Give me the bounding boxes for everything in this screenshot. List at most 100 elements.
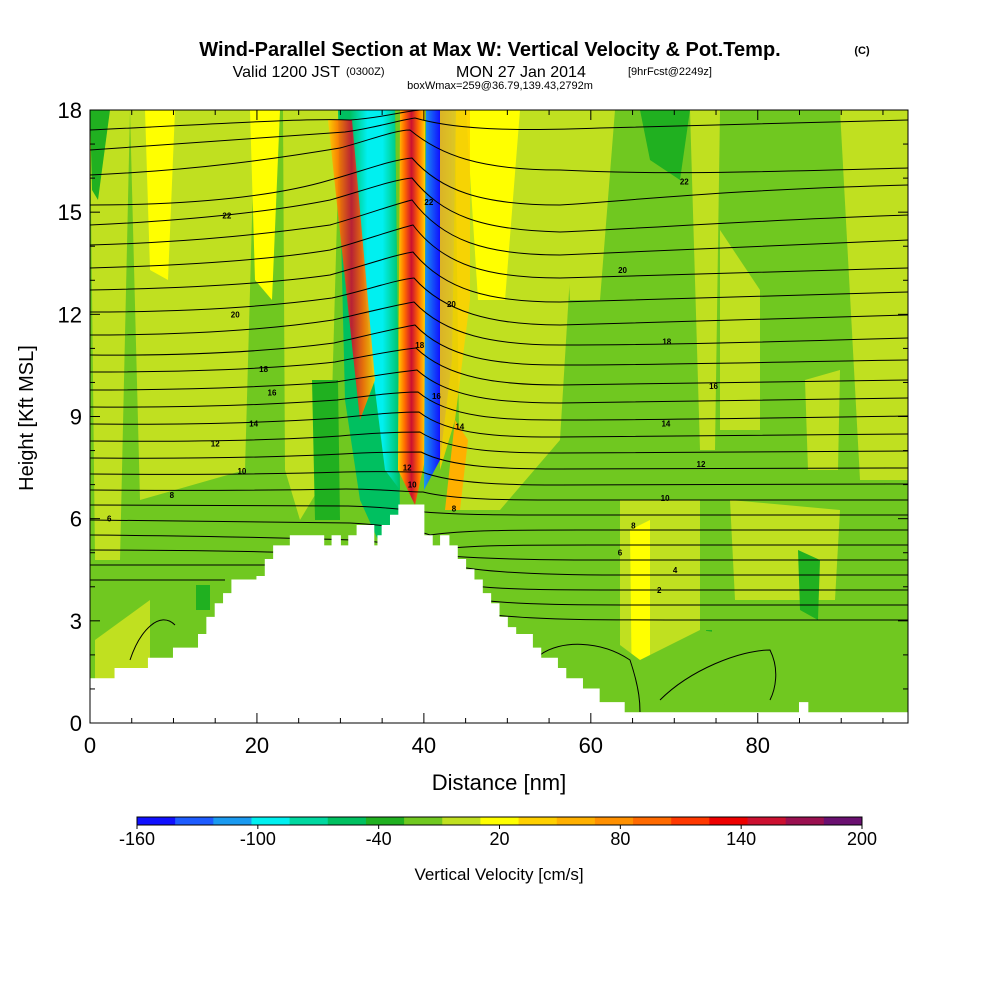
isentrope-line <box>494 614 908 621</box>
colorbar-tick-label: 80 <box>610 829 630 849</box>
copyright-mark: (C) <box>854 45 870 57</box>
colorbar-swatch <box>556 817 596 825</box>
contour-label: 10 <box>661 494 670 503</box>
colorbar-swatch <box>213 817 252 825</box>
contour-label: 16 <box>709 382 718 391</box>
colorbar-swatch <box>251 817 291 825</box>
contour-label: 2 <box>657 586 662 595</box>
field-band <box>640 630 775 712</box>
field-band <box>145 110 175 280</box>
isentrope-line <box>90 110 421 131</box>
colorbar-tick-label: -40 <box>366 829 392 849</box>
colorbar-swatch <box>594 817 634 825</box>
colorbar-swatch <box>518 817 558 825</box>
field-band <box>640 110 690 180</box>
isentrope-line <box>539 643 641 713</box>
isentrope-line <box>90 391 908 421</box>
axis-ticks <box>89 109 908 724</box>
chart-title: Wind-Parallel Section at Max W: Vertical… <box>199 39 780 61</box>
contour-label: 10 <box>408 481 417 490</box>
isentrope-line <box>129 619 176 661</box>
x-tick-label: 0 <box>84 733 96 758</box>
isentrope-line <box>90 301 908 346</box>
isentrope-line <box>90 177 908 233</box>
colorbar-swatch <box>709 817 749 825</box>
forecast-label: [9hrFcst@2249z] <box>628 66 712 78</box>
field-band <box>466 110 520 300</box>
contour-label: 8 <box>170 491 175 500</box>
contour-label: 18 <box>415 341 424 350</box>
isentrope-line <box>90 157 908 206</box>
colorbar-swatch <box>785 817 825 825</box>
contour-label: 4 <box>673 566 678 575</box>
contour-label: 22 <box>424 198 433 207</box>
colorbar-swatch <box>175 817 214 825</box>
updraft-band <box>440 110 470 470</box>
colorbar-tick-label: -160 <box>119 829 155 849</box>
valid-date-label: MON 27 Jan 2014 <box>456 64 586 81</box>
colorbar-swatch <box>671 817 710 825</box>
field-band <box>870 110 908 300</box>
y-tick-label: 0 <box>70 711 82 736</box>
contour-labels: 6 8 10 12 14 16 18 20 22 22 20 18 16 14 12 10 8 22 20 18 16 1… <box>107 178 719 596</box>
contour-label: 6 <box>107 515 112 524</box>
y-axis-label: Height [Kft MSL] <box>16 345 38 491</box>
isentrope-line <box>659 649 777 701</box>
contour-label: 12 <box>403 464 412 473</box>
contour-label: 20 <box>618 266 627 275</box>
contour-label: 8 <box>452 504 457 513</box>
field-band <box>630 520 650 700</box>
contour-label: 22 <box>680 178 689 187</box>
contour-label: 6 <box>618 549 623 558</box>
valid-time-label: Valid 1200 JST <box>233 64 341 81</box>
colorbar-tick-label: 200 <box>847 829 877 849</box>
x-axis-label: Distance [nm] <box>432 770 567 795</box>
field-band <box>798 550 820 620</box>
box-info-label: boxWmax=259@36.79,139.43,2792m <box>407 80 593 92</box>
isentrope-line <box>90 369 908 404</box>
colorbar-tick-label: 140 <box>726 829 756 849</box>
downdraft-core <box>350 110 400 490</box>
field-band <box>196 585 210 610</box>
contour-label: 12 <box>211 440 220 449</box>
isentrope-line <box>90 471 908 486</box>
colorbar-swatch <box>633 817 672 825</box>
contour-label: 16 <box>268 389 277 398</box>
x-tick-label: 80 <box>746 733 770 758</box>
contour-label: 14 <box>249 419 258 428</box>
terrain-mask <box>89 504 909 724</box>
field-band <box>560 110 615 300</box>
contour-label: 14 <box>661 419 670 428</box>
y-tick-label: 12 <box>58 302 82 327</box>
contour-label: 10 <box>237 467 246 476</box>
updraft-band <box>328 120 375 420</box>
field-band <box>312 380 340 520</box>
colorbar <box>136 816 863 829</box>
y-tick-label: 3 <box>70 609 82 634</box>
y-tick-label: 9 <box>70 405 82 430</box>
colorbar-swatch <box>480 817 520 825</box>
y-tick-label: 6 <box>70 507 82 532</box>
field-band <box>805 370 840 470</box>
isentrope-line <box>90 564 908 576</box>
contour-label: 8 <box>631 521 636 530</box>
colorbar-tick-labels: -160 -100 -40 20 80 140 200 <box>119 829 877 849</box>
isentrope-line <box>90 251 908 303</box>
contour-label: 18 <box>259 365 268 374</box>
colorbar-label: Vertical Velocity [cm/s] <box>414 865 583 884</box>
contour-label: 18 <box>662 338 671 347</box>
contour-label: 20 <box>231 310 240 319</box>
isentrope-line <box>90 324 908 366</box>
colorbar-swatch <box>823 817 863 825</box>
colorbar-swatch <box>289 817 329 825</box>
colorbar-tick-label: 20 <box>489 829 509 849</box>
y-tick-label: 18 <box>58 98 82 123</box>
valid-utc-label: (0300Z) <box>346 66 385 78</box>
isentrope-line <box>90 129 908 176</box>
isentrope-line <box>479 599 908 606</box>
isentrope-line <box>90 117 908 151</box>
isentrope-line <box>90 451 908 470</box>
isentrope-line <box>90 504 908 516</box>
x-tick-labels: 0 20 40 60 80 <box>84 733 770 758</box>
